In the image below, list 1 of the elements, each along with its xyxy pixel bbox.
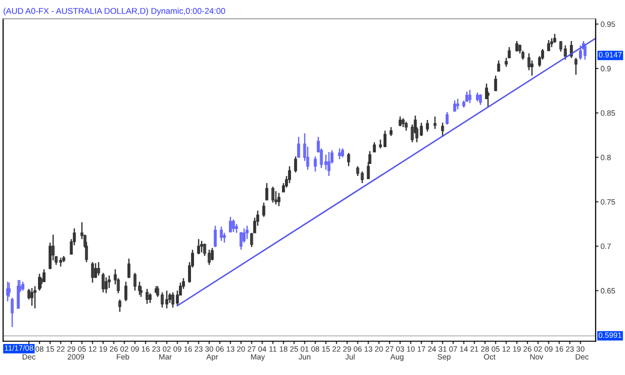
- chart-title: (AUD A0-FX - AUSTRALIA DOLLAR,D) Dynamic,0:00-24:00: [4, 8, 226, 16]
